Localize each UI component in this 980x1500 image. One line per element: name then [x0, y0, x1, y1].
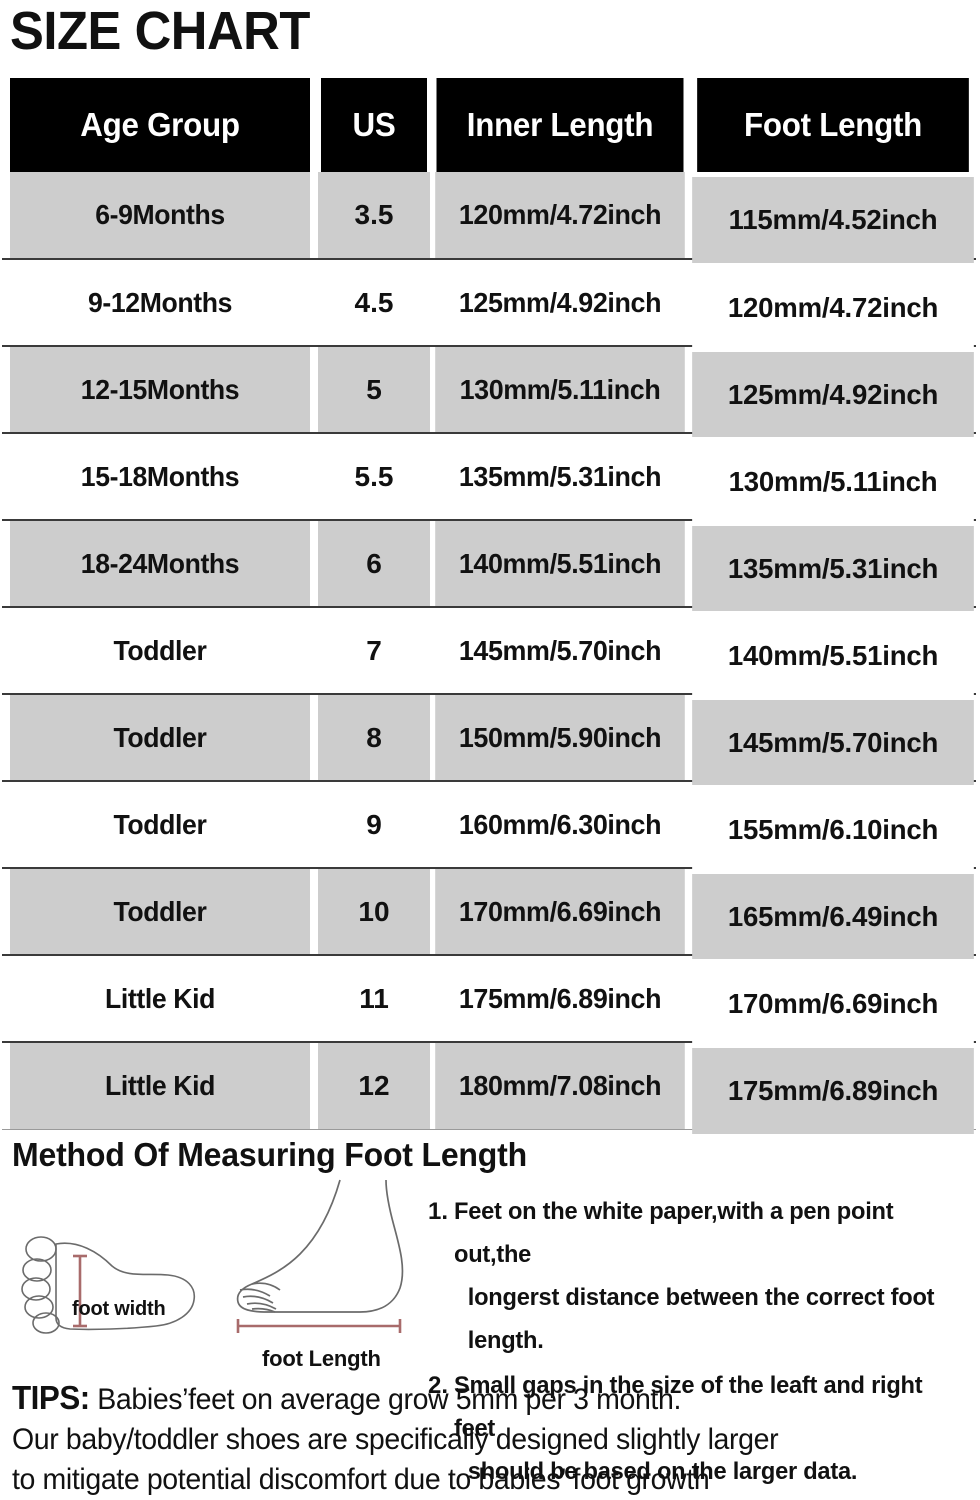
- cell-inner-length: 175mm/6.89inch: [435, 954, 685, 1043]
- table-row: 6-9Months 3.5 120mm/4.72inch 115mm/4.52i…: [2, 172, 976, 265]
- cell-us: 5.5: [318, 432, 430, 521]
- tips-line-1: TIPS: Babies’feet on average grow 5mm pe…: [12, 1378, 924, 1420]
- cell-inner-length: 130mm/5.11inch: [435, 345, 685, 434]
- cell-foot-length: 130mm/5.11inch: [692, 437, 974, 526]
- column-header-age-group: Age Group: [9, 78, 311, 172]
- cell-foot-length: 170mm/6.69inch: [692, 959, 974, 1048]
- table-row: 12-15Months 5 130mm/5.11inch 125mm/4.92i…: [2, 345, 976, 439]
- cell-age-group: Toddler: [9, 867, 311, 956]
- cell-us: 9: [318, 780, 430, 869]
- instruction-text: Feet on the white paper,with a pen point…: [454, 1190, 968, 1362]
- cell-age-group: 9-12Months: [9, 258, 311, 347]
- cell-inner-length: 180mm/7.08inch: [435, 1041, 685, 1130]
- footprint-top-view-icon: [21, 1236, 196, 1334]
- tips-text-1: Babies’feet on average grow 5mm per 3 mo…: [97, 1383, 681, 1416]
- instruction-text: Small gaps in the size of the leaft and …: [454, 1364, 968, 1493]
- cell-age-group: Toddler: [9, 693, 311, 782]
- cell-inner-length: 125mm/4.92inch: [435, 258, 685, 347]
- method-heading: Method Of Measuring Foot Length: [12, 1136, 527, 1173]
- cell-age-group: Toddler: [9, 606, 311, 695]
- cell-foot-length: 165mm/6.49inch: [692, 872, 974, 961]
- cell-us: 10: [318, 867, 430, 956]
- cell-foot-length: 175mm/6.89inch: [692, 1046, 974, 1135]
- cell-us: 7: [318, 606, 430, 695]
- cell-us: 12: [318, 1041, 430, 1130]
- cell-us: 11: [318, 954, 430, 1043]
- cell-foot-length: 145mm/5.70inch: [692, 698, 974, 787]
- cell-inner-length: 135mm/5.31inch: [435, 432, 685, 521]
- cell-us: 4.5: [318, 258, 430, 347]
- instruction-line-2: should be based on the larger data.: [467, 1458, 858, 1485]
- instruction-line-1: Feet on the white paper,with a pen point…: [454, 1198, 894, 1268]
- table-row: 9-12Months 4.5 125mm/4.92inch 120mm/4.72…: [2, 258, 976, 352]
- cell-inner-length: 160mm/6.30inch: [435, 780, 685, 869]
- table-row: Little Kid 11 175mm/6.89inch 170mm/6.69i…: [2, 954, 976, 1048]
- instruction-number: 1.: [428, 1198, 449, 1225]
- cell-us: 3.5: [318, 172, 430, 260]
- instruction-line-1: Small gaps in the size of the leaft and …: [454, 1372, 923, 1442]
- tips-line-2: Our baby/toddler shoes are specifically …: [12, 1423, 779, 1456]
- cell-age-group: Toddler: [9, 780, 311, 869]
- table-row: 18-24Months 6 140mm/5.51inch 135mm/5.31i…: [2, 519, 976, 613]
- table-row: Toddler 9 160mm/6.30inch 155mm/6.10inch: [2, 780, 976, 874]
- instruction-number: 2.: [428, 1372, 449, 1399]
- cell-age-group: 18-24Months: [9, 519, 311, 608]
- cell-foot-length: 155mm/6.10inch: [692, 785, 974, 874]
- column-header-foot-length: Foot Length: [697, 78, 969, 172]
- cell-age-group: 6-9Months: [9, 172, 311, 260]
- table-body: 6-9Months 3.5 120mm/4.72inch 115mm/4.52i…: [2, 172, 976, 1135]
- table-row: Little Kid 12 180mm/7.08inch 175mm/6.89i…: [2, 1041, 976, 1135]
- table-header-row: Age Group US Inner Length Foot Length: [2, 78, 976, 172]
- table-row: Toddler 10 170mm/6.69inch 165mm/6.49inch: [2, 867, 976, 961]
- cell-foot-length: 125mm/4.92inch: [692, 350, 974, 439]
- table-row: Toddler 7 145mm/5.70inch 140mm/5.51inch: [2, 606, 976, 700]
- cell-us: 6: [318, 519, 430, 608]
- page-title: SIZE CHART: [10, 1, 310, 61]
- cell-inner-length: 170mm/6.69inch: [435, 867, 685, 956]
- cell-age-group: 15-18Months: [9, 432, 311, 521]
- cell-inner-length: 140mm/5.51inch: [435, 519, 685, 608]
- cell-us: 8: [318, 693, 430, 782]
- instruction-item: 2. Small gaps in the size of the leaft a…: [428, 1364, 976, 1493]
- cell-foot-length: 120mm/4.72inch: [692, 263, 974, 352]
- column-header-us: US: [320, 78, 428, 172]
- cell-inner-length: 120mm/4.72inch: [435, 172, 685, 260]
- cell-age-group: Little Kid: [9, 954, 311, 1043]
- foot-length-label: foot Length: [262, 1346, 381, 1371]
- size-chart-table: Age Group US Inner Length Foot Length 6-…: [2, 78, 976, 1135]
- measuring-diagram: foot width foot Length: [0, 1178, 435, 1373]
- cell-age-group: Little Kid: [9, 1041, 311, 1130]
- cell-us: 5: [318, 345, 430, 434]
- cell-foot-length: 115mm/4.52inch: [692, 177, 974, 265]
- foot-side-view-icon: [236, 1179, 404, 1333]
- table-row: 15-18Months 5.5 135mm/5.31inch 130mm/5.1…: [2, 432, 976, 526]
- column-header-inner-length: Inner Length: [436, 78, 684, 172]
- foot-width-label: foot width: [72, 1298, 166, 1320]
- tips-block: TIPS: Babies’feet on average grow 5mm pe…: [12, 1378, 972, 1500]
- measuring-instructions: 1. Feet on the white paper,with a pen po…: [428, 1190, 976, 1495]
- instruction-line-2: longerst distance between the correct fo…: [467, 1284, 935, 1354]
- table-header: Age Group US Inner Length Foot Length: [2, 78, 976, 172]
- cell-age-group: 12-15Months: [9, 345, 311, 434]
- cell-foot-length: 135mm/5.31inch: [692, 524, 974, 613]
- table-row: Toddler 8 150mm/5.90inch 145mm/5.70inch: [2, 693, 976, 787]
- cell-foot-length: 140mm/5.51inch: [692, 611, 974, 700]
- tips-line-3: to mitigate potential discomfort due to …: [12, 1463, 710, 1496]
- tips-label: TIPS:: [12, 1379, 90, 1416]
- instruction-item: 1. Feet on the white paper,with a pen po…: [428, 1190, 976, 1362]
- cell-inner-length: 145mm/5.70inch: [435, 606, 685, 695]
- cell-inner-length: 150mm/5.90inch: [435, 693, 685, 782]
